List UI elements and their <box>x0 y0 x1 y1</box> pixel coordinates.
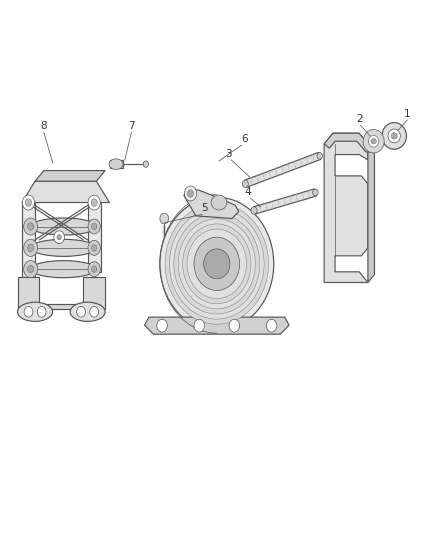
Circle shape <box>28 265 34 273</box>
Ellipse shape <box>313 189 318 196</box>
Polygon shape <box>22 181 110 203</box>
Circle shape <box>90 306 99 317</box>
Circle shape <box>24 306 33 317</box>
Circle shape <box>24 239 38 256</box>
Ellipse shape <box>382 123 406 149</box>
Circle shape <box>229 319 240 332</box>
Ellipse shape <box>204 249 230 279</box>
Text: 7: 7 <box>128 121 135 131</box>
Circle shape <box>88 262 100 277</box>
Polygon shape <box>22 203 35 282</box>
Ellipse shape <box>70 302 105 321</box>
Ellipse shape <box>109 159 123 169</box>
Polygon shape <box>324 133 368 282</box>
Polygon shape <box>35 171 105 181</box>
Ellipse shape <box>170 208 264 319</box>
Circle shape <box>194 319 205 332</box>
Circle shape <box>22 195 35 210</box>
Circle shape <box>88 240 100 255</box>
Polygon shape <box>368 144 374 282</box>
Ellipse shape <box>165 204 268 324</box>
Polygon shape <box>253 189 316 214</box>
Circle shape <box>28 223 34 230</box>
Text: 1: 1 <box>404 109 411 118</box>
Circle shape <box>37 306 46 317</box>
Circle shape <box>24 218 38 235</box>
Circle shape <box>88 219 100 234</box>
Ellipse shape <box>317 152 322 159</box>
Ellipse shape <box>160 197 274 330</box>
Text: 6: 6 <box>241 134 248 143</box>
Circle shape <box>92 266 97 272</box>
Ellipse shape <box>31 261 96 278</box>
Circle shape <box>187 190 194 197</box>
Ellipse shape <box>371 139 376 144</box>
Polygon shape <box>184 189 239 219</box>
Circle shape <box>184 186 197 201</box>
Ellipse shape <box>368 135 379 147</box>
Ellipse shape <box>187 229 247 298</box>
Polygon shape <box>324 133 374 152</box>
Circle shape <box>25 199 32 206</box>
Circle shape <box>266 319 277 332</box>
Text: 8: 8 <box>40 121 47 131</box>
Polygon shape <box>88 203 101 272</box>
Text: 4: 4 <box>244 187 251 197</box>
Polygon shape <box>110 160 123 168</box>
Ellipse shape <box>31 218 96 235</box>
Ellipse shape <box>143 161 148 167</box>
Ellipse shape <box>178 219 255 309</box>
Ellipse shape <box>211 195 227 210</box>
Text: 3: 3 <box>225 149 232 158</box>
Circle shape <box>88 195 100 210</box>
Polygon shape <box>145 317 289 334</box>
Ellipse shape <box>391 133 397 139</box>
Circle shape <box>91 199 97 206</box>
Circle shape <box>57 235 61 240</box>
Text: 2: 2 <box>356 114 363 124</box>
Circle shape <box>157 319 167 332</box>
Circle shape <box>28 244 34 252</box>
Ellipse shape <box>194 237 240 290</box>
Ellipse shape <box>31 239 96 256</box>
Text: 5: 5 <box>201 203 208 213</box>
Ellipse shape <box>183 224 251 304</box>
Ellipse shape <box>388 129 400 143</box>
Ellipse shape <box>363 130 384 153</box>
Circle shape <box>54 231 64 244</box>
Ellipse shape <box>242 180 248 188</box>
Polygon shape <box>244 152 321 188</box>
Circle shape <box>92 223 97 230</box>
Ellipse shape <box>251 207 257 214</box>
Ellipse shape <box>174 214 260 314</box>
Circle shape <box>77 306 85 317</box>
Ellipse shape <box>160 213 169 224</box>
Ellipse shape <box>18 302 53 321</box>
Circle shape <box>92 245 97 251</box>
Polygon shape <box>18 277 105 309</box>
Circle shape <box>24 261 38 278</box>
